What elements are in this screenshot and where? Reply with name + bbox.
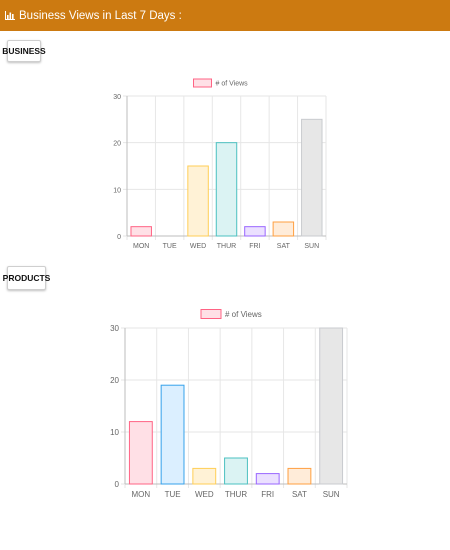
bar-wed	[187, 165, 209, 237]
products-section-button[interactable]: PRODUCTS	[3, 266, 50, 290]
legend-swatch	[193, 78, 212, 88]
business-section-button[interactable]: BUSINESS	[2, 40, 46, 62]
x-tick-label: FRI	[261, 490, 274, 499]
y-tick-label: 0	[115, 480, 120, 489]
x-tick-label: WED	[190, 243, 206, 250]
x-tick-label: SUN	[323, 490, 340, 499]
legend-swatch	[200, 309, 222, 319]
bar-thur	[224, 457, 248, 485]
bar-thur	[215, 142, 238, 237]
bar-chart-icon	[5, 11, 15, 20]
chart-legend: # of Views	[200, 309, 262, 319]
bar-fri	[244, 226, 266, 237]
y-tick-label: 20	[113, 141, 121, 148]
x-tick-label: SUN	[304, 243, 319, 250]
x-tick-label: MON	[133, 243, 149, 250]
y-tick-label: 30	[110, 324, 119, 333]
x-tick-label: WED	[195, 490, 214, 499]
x-tick-label: TUE	[163, 243, 177, 250]
bar-fri	[255, 473, 280, 485]
bar-sun	[301, 118, 323, 237]
y-tick-label: 20	[110, 376, 119, 385]
business-views-chart: 0 10 20 30 MON TUE WED THUR FRI SAT SUN # of Views	[113, 78, 327, 250]
chart-legend: # of Views	[193, 78, 249, 88]
x-tick-label: THUR	[217, 243, 236, 250]
legend-label: # of Views	[225, 310, 262, 319]
y-tick-label: 30	[113, 94, 121, 101]
y-tick-label: 0	[117, 234, 121, 241]
page-header: Business Views in Last 7 Days :	[0, 0, 450, 31]
bar-sat	[272, 221, 295, 237]
x-tick-label: TUE	[165, 490, 181, 499]
x-tick-label: SAT	[292, 490, 307, 499]
y-tick-label: 10	[110, 428, 119, 437]
x-tick-label: THUR	[225, 490, 247, 499]
bar-sun	[319, 327, 344, 485]
x-tick-label: SAT	[277, 243, 291, 250]
x-tick-label: FRI	[249, 243, 260, 250]
products-views-chart: 0 10 20 30 MON TUE WED THUR FRI SAT SUN # of Views	[110, 309, 348, 499]
bar-sat	[287, 467, 312, 485]
page-title: Business Views in Last 7 Days :	[19, 9, 182, 22]
legend-label: # of Views	[216, 81, 249, 88]
bar-wed	[192, 467, 217, 485]
bar-mon	[128, 421, 153, 485]
bar-mon	[130, 226, 152, 237]
y-tick-label: 10	[113, 187, 121, 194]
x-tick-label: MON	[132, 490, 151, 499]
bar-tue	[160, 384, 185, 485]
